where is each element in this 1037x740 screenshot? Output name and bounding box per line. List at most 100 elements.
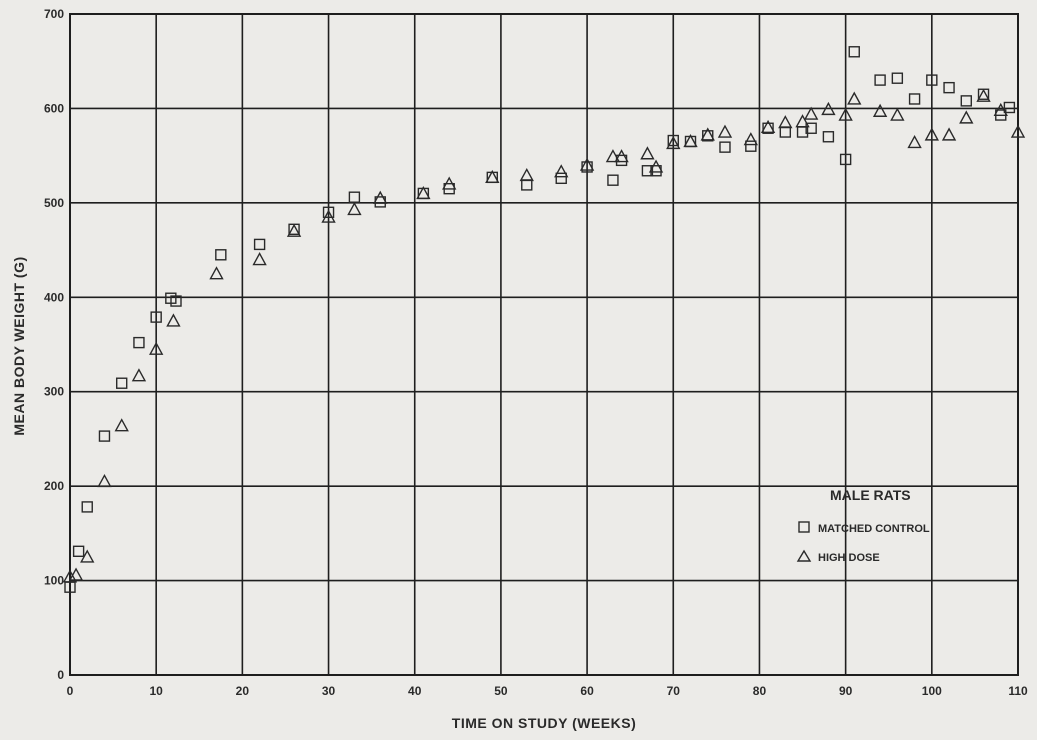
matched-control-point xyxy=(1003,101,1016,114)
high-dose-point xyxy=(847,91,862,105)
x-tick-label: 90 xyxy=(839,684,853,698)
x-tick-label: 0 xyxy=(67,684,74,698)
high-dose-point xyxy=(62,569,78,583)
legend-square-icon xyxy=(798,521,810,533)
y-axis-label: MEAN BODY WEIGHT (G) xyxy=(11,256,27,435)
high-dose-point xyxy=(640,146,655,160)
matched-control-point xyxy=(702,130,714,142)
high-dose-point xyxy=(519,168,534,182)
matched-control-point xyxy=(926,74,938,86)
high-dose-point xyxy=(605,149,621,163)
high-dose-point xyxy=(485,169,500,184)
high-dose-point xyxy=(114,418,129,432)
high-dose-point xyxy=(959,110,974,124)
high-dose-point xyxy=(760,119,776,134)
matched-control-point xyxy=(839,153,852,166)
y-tick-label: 400 xyxy=(44,290,64,304)
x-tick-label: 50 xyxy=(494,684,508,698)
matched-control-point xyxy=(891,72,904,84)
x-tick-labels: 0 10 20 30 40 50 60 70 80 90 100 110 xyxy=(67,684,1028,698)
high-dose-point xyxy=(1010,124,1026,138)
x-axis-label: TIME ON STUDY (WEEKS) xyxy=(452,715,636,731)
matched-control-point xyxy=(170,295,182,307)
matched-control-point xyxy=(116,377,128,389)
matched-control-point xyxy=(779,126,792,138)
high-dose-point xyxy=(872,103,888,117)
high-dose-point xyxy=(209,266,224,280)
high-dose-point xyxy=(743,132,759,146)
matched-control-point xyxy=(348,191,361,203)
high-dose-point xyxy=(717,124,733,138)
x-tick-label: 110 xyxy=(1008,684,1028,698)
x-tick-label: 80 xyxy=(753,684,767,698)
matched-control-point xyxy=(908,93,921,105)
legend-label-high-dose: HIGH DOSE xyxy=(818,552,880,564)
matched-control-point xyxy=(960,95,972,107)
y-tick-label: 0 xyxy=(57,668,64,682)
high-dose-point xyxy=(795,114,810,128)
high-dose-point xyxy=(97,473,112,488)
matched-control-point xyxy=(745,140,757,152)
high-dose-point xyxy=(700,127,715,141)
high-dose-point xyxy=(166,313,181,327)
y-tick-label: 600 xyxy=(44,101,64,115)
x-tick-label: 30 xyxy=(322,684,336,698)
high-dose-point xyxy=(890,107,905,121)
high-dose-point xyxy=(252,252,267,266)
high-dose-point xyxy=(907,134,922,149)
matched-control-point xyxy=(215,249,227,261)
y-tick-label: 200 xyxy=(44,479,64,493)
x-tick-label: 10 xyxy=(150,684,164,698)
matched-control-point xyxy=(322,206,335,219)
matched-control-point xyxy=(762,122,774,134)
x-tick-label: 100 xyxy=(922,684,942,698)
matched-control-point xyxy=(521,179,533,191)
high-dose-point xyxy=(821,101,836,116)
high-dose-point xyxy=(838,107,853,121)
y-tick-label: 700 xyxy=(44,7,64,21)
x-tick-label: 20 xyxy=(236,684,250,698)
legend-triangle-icon xyxy=(796,549,812,562)
high-dose-point xyxy=(803,106,819,120)
high-dose-point xyxy=(993,102,1008,117)
matched-control-point xyxy=(98,430,111,442)
high-dose-point xyxy=(442,176,457,190)
high-dose-point xyxy=(149,341,164,355)
y-tick-label: 500 xyxy=(44,196,64,210)
matched-control-point xyxy=(150,311,162,323)
high-dose-point xyxy=(131,368,147,382)
matched-control-point xyxy=(81,501,93,513)
matched-control-point xyxy=(641,165,654,177)
plot-frame xyxy=(69,13,1019,676)
legend: MALE RATS MATCHED CONTROL HIGH DOSE xyxy=(796,487,930,564)
high-dose-point xyxy=(976,88,991,102)
high-dose-point xyxy=(941,127,957,141)
high-dose-point xyxy=(778,115,793,129)
high-dose-point xyxy=(924,127,939,141)
y-tick-label: 300 xyxy=(44,385,64,399)
x-tick-label: 40 xyxy=(408,684,422,698)
high-dose-point xyxy=(347,202,362,216)
high-dose-point xyxy=(648,159,664,173)
y-tick-labels: 0 100 200 300 400 500 600 700 xyxy=(44,7,64,682)
matched-control-point xyxy=(133,336,145,349)
high-dose-point xyxy=(683,134,698,148)
matched-control-point xyxy=(667,134,679,147)
matched-control-point xyxy=(822,131,835,143)
high-dose-point xyxy=(286,223,302,237)
high-dose-point xyxy=(321,209,336,223)
matched-control-point xyxy=(607,174,619,186)
legend-label-matched-control: MATCHED CONTROL xyxy=(818,523,930,535)
matched-control-point xyxy=(943,81,955,94)
matched-control-point xyxy=(719,141,731,153)
matched-control-point xyxy=(848,46,860,58)
matched-control-point xyxy=(805,122,817,134)
matched-control-point xyxy=(555,172,567,185)
high-dose-point xyxy=(579,157,595,171)
high-dose-point xyxy=(68,567,84,581)
grid xyxy=(70,14,1018,675)
matched-control-point xyxy=(874,74,886,86)
y-tick-label: 100 xyxy=(44,574,64,588)
high-dose-point xyxy=(373,190,388,204)
